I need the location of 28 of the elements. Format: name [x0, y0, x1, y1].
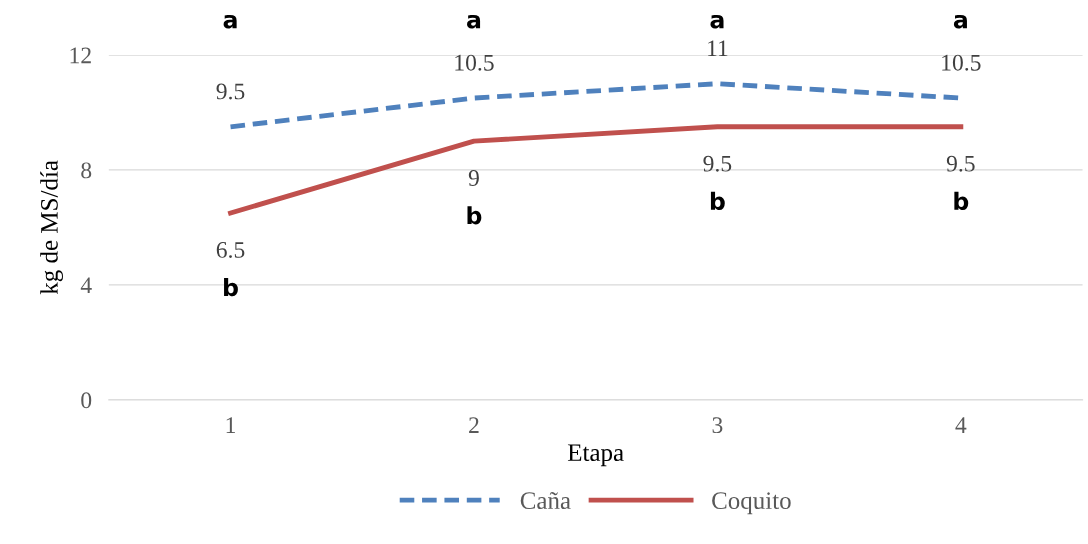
text: a	[223, 14, 237, 29]
legend-label: Coquito	[712, 492, 791, 515]
x-tick-label: 2	[469, 417, 479, 433]
data-label: 9	[468, 170, 479, 186]
data-label: 9.5	[946, 155, 975, 172]
x-tick-label: 4	[955, 417, 967, 433]
data-label: 6.5	[216, 241, 245, 258]
data-label: 9.5	[216, 83, 245, 100]
y-tick-label: 0	[81, 392, 92, 409]
annotation: b	[224, 277, 238, 297]
annotation: b	[710, 191, 725, 211]
x-tick-label: 3	[712, 417, 723, 434]
x-axis-title: Etapa	[567, 444, 624, 467]
annotation: b	[467, 206, 482, 225]
y-axis-title: kg de MS/día	[40, 160, 63, 295]
data-label: 11	[708, 40, 728, 57]
y-tick-label: 4	[80, 277, 92, 294]
y-tick-label: 8	[81, 162, 92, 179]
legend-label: Caña	[520, 491, 571, 510]
text: a	[710, 14, 724, 29]
y-tick-label: 12	[70, 47, 91, 64]
data-label: 10.5	[455, 54, 494, 71]
data-label: 9.5	[703, 155, 732, 172]
x-tick-label: 1	[226, 417, 236, 433]
annotation: b	[954, 191, 969, 211]
text: a	[467, 14, 481, 29]
text: a	[953, 14, 967, 29]
data-label: 10.5	[942, 54, 981, 71]
